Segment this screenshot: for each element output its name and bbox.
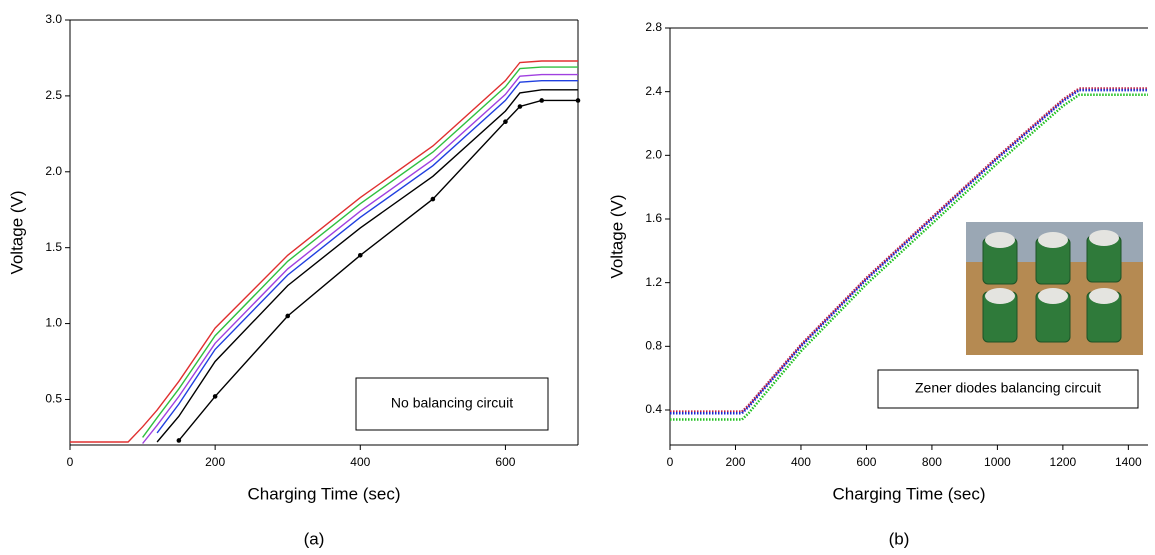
x-tick-label: 400 — [350, 455, 370, 469]
x-tick-label: 200 — [725, 455, 745, 469]
series-marker — [517, 104, 523, 109]
x-tick-label: 200 — [205, 455, 225, 469]
x-tick-label: 0 — [67, 455, 74, 469]
x-tick-label: 600 — [495, 455, 515, 469]
y-tick-label: 0.4 — [645, 402, 662, 416]
y-tick-label: 2.5 — [45, 88, 62, 102]
y-tick-label: 2.0 — [645, 148, 662, 162]
y-tick-label: 3.0 — [45, 12, 62, 26]
annotation: Zener diodes balancing circuit — [915, 380, 1101, 396]
series-line — [142, 73, 578, 444]
series-line — [70, 60, 578, 443]
annotation-box — [355, 377, 549, 431]
caption: (b) — [889, 529, 910, 548]
series-line — [670, 93, 1148, 421]
series-marker — [575, 98, 581, 103]
series-marker — [212, 394, 218, 399]
annotation-box — [877, 369, 1139, 409]
series-marker — [357, 252, 363, 258]
series-marker — [539, 98, 545, 103]
y-tick-label: 2.0 — [45, 164, 62, 178]
y-tick-label: 1.2 — [645, 275, 662, 289]
series-line — [156, 80, 578, 434]
caption: (a) — [304, 529, 325, 548]
x-axis-label: Charging Time (sec) — [247, 484, 400, 503]
y-tick-label: 1.6 — [645, 211, 662, 225]
inset-photo — [966, 222, 1143, 355]
x-tick-label: 1000 — [984, 455, 1011, 469]
annotation: No balancing circuit — [391, 395, 513, 411]
y-tick-label: 1.5 — [45, 240, 62, 254]
series-marker — [430, 196, 436, 202]
series-marker — [503, 119, 508, 124]
y-tick-label: 0.5 — [45, 392, 62, 406]
x-tick-label: 400 — [791, 455, 811, 469]
x-tick-label: 1400 — [1115, 455, 1142, 469]
x-tick-label: 0 — [667, 455, 674, 469]
y-tick-label: 0.8 — [645, 338, 662, 352]
y-axis-label: Voltage (V) — [607, 194, 626, 278]
series-line — [142, 66, 578, 438]
series-marker — [176, 438, 182, 443]
x-tick-label: 600 — [856, 455, 876, 469]
series-marker — [285, 313, 291, 319]
series-line — [156, 89, 578, 443]
y-tick-label: 2.8 — [645, 20, 662, 34]
x-tick-label: 1200 — [1050, 455, 1077, 469]
y-axis-label: Voltage (V) — [7, 190, 26, 274]
x-tick-label: 800 — [922, 455, 942, 469]
x-axis-label: Charging Time (sec) — [832, 484, 985, 503]
y-tick-label: 1.0 — [45, 316, 62, 330]
y-tick-label: 2.4 — [645, 84, 662, 98]
